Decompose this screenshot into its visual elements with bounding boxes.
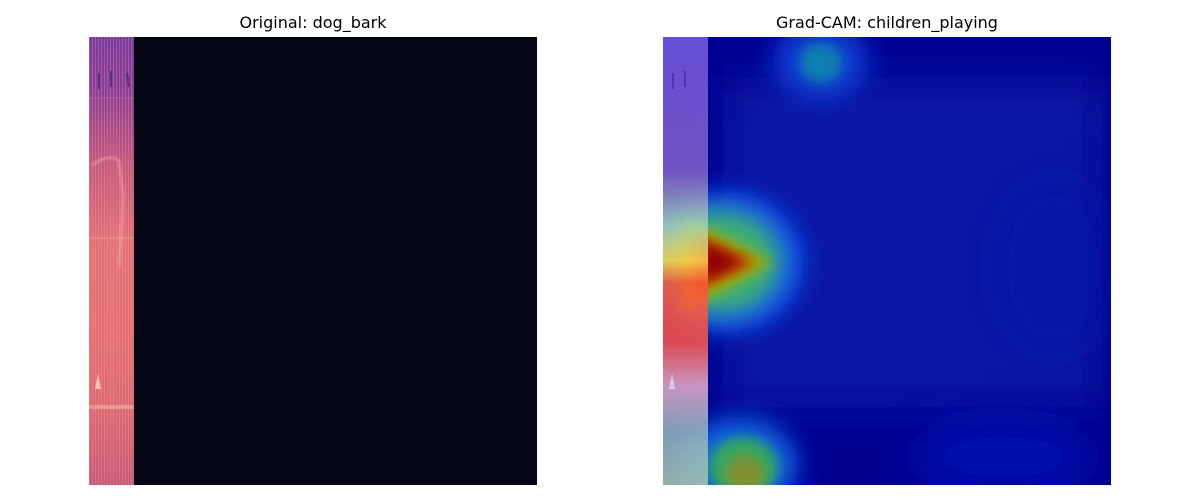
gradcam-panel-title: Grad-CAM: children_playing (776, 13, 998, 32)
heatmap-top-hotspot (773, 37, 869, 101)
gradcam-heatmap-image (663, 37, 1111, 485)
spectrogram-audio-strip (89, 37, 134, 485)
original-spectrogram-image (89, 37, 537, 485)
original-panel-title: Original: dog_bark (239, 13, 387, 32)
heatmap-audio-strip (663, 37, 708, 485)
spectrogram-background (89, 37, 537, 485)
heatmap-bottom-hotspot (678, 417, 798, 485)
